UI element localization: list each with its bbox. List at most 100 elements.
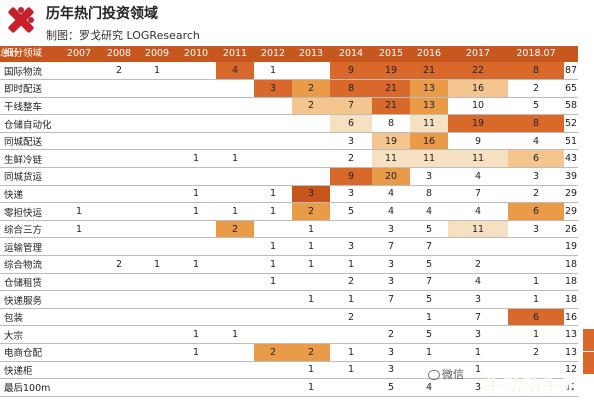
table-cell: 4 <box>448 202 508 221</box>
table-cell: 1 <box>330 290 372 309</box>
table-cell: 6 <box>508 149 564 169</box>
table-cell: 13 <box>564 325 578 344</box>
table-cell <box>58 361 100 380</box>
table-cell: 2 <box>292 79 330 98</box>
table-cell <box>100 97 138 116</box>
table-cell: 21 <box>372 97 410 116</box>
table-cell <box>176 308 216 327</box>
table-cell <box>216 185 254 204</box>
table-cell <box>176 97 216 116</box>
table-cell <box>216 167 254 186</box>
table-cell: 3 <box>448 290 508 309</box>
table-header: 细分领域 2007 2008 2009 2010 2011 2012 2013 2014 2015… <box>0 46 578 62</box>
table-cell: 1 <box>292 378 330 397</box>
table-cell <box>292 62 330 81</box>
table-cell: 1 <box>508 273 564 292</box>
column-header: 2012 <box>260 48 286 59</box>
table-cell: 1 <box>508 325 564 344</box>
table-cell <box>216 132 254 151</box>
table-cell: 11 <box>448 220 508 239</box>
table-cell: 5 <box>508 97 564 116</box>
table-cell: 1 <box>254 273 292 292</box>
table-cell <box>58 97 100 116</box>
table-cell <box>216 79 254 98</box>
table-cell: 3 <box>508 220 564 239</box>
table-cell: 13 <box>410 97 448 116</box>
row-category: 快递 <box>0 185 58 204</box>
table-cell: 1 <box>176 343 216 362</box>
row-category: 大宗 <box>0 325 58 344</box>
table-cell: 9 <box>448 132 508 151</box>
table-cell: 5 <box>410 220 448 239</box>
table-cell: 1 <box>176 325 216 344</box>
table-cell <box>138 114 176 133</box>
table-cell <box>100 202 138 221</box>
table-cell <box>58 378 100 397</box>
table-cell <box>138 325 176 344</box>
table-cell: 3 <box>330 132 372 151</box>
table-cell: 1 <box>448 343 508 362</box>
table-cell <box>508 255 564 274</box>
table-cell <box>216 114 254 133</box>
column-header: 2007 <box>66 48 92 59</box>
table-cell <box>58 167 100 186</box>
table-cell: 2 <box>330 149 372 169</box>
row-category: 生鲜冷链 <box>0 149 58 169</box>
table-cell <box>254 97 292 116</box>
table-cell <box>100 273 138 292</box>
table-cell: 3 <box>508 167 564 186</box>
table-cell: 20 <box>372 167 410 186</box>
table-row: 最后100m 1 5 4 3 12 <box>0 378 578 397</box>
table-cell: 1 <box>292 361 330 380</box>
table-cell: 3 <box>372 273 410 292</box>
table-cell <box>176 237 216 257</box>
table-cell <box>254 167 292 186</box>
table-cell: 3 <box>372 343 410 362</box>
table-cell <box>138 361 176 380</box>
table-cell <box>138 97 176 116</box>
table-cell: 6 <box>508 202 564 221</box>
row-category: 电商仓配 <box>0 343 58 362</box>
table-cell: 7 <box>410 273 448 292</box>
table-cell: 1 <box>254 62 292 81</box>
table-cell: 58 <box>564 97 578 116</box>
table-cell <box>254 290 292 309</box>
table-cell: 11 <box>410 114 448 133</box>
table-cell <box>508 237 564 257</box>
table-cell: 9 <box>330 167 372 186</box>
table-cell: 1 <box>58 220 100 239</box>
table-cell <box>216 273 254 292</box>
table-cell <box>58 79 100 98</box>
table-cell: 11 <box>410 149 448 169</box>
table-cell <box>292 149 330 169</box>
table-cell: 5 <box>410 255 448 274</box>
row-category: 快递服务 <box>0 290 58 309</box>
table-cell <box>100 361 138 380</box>
table-cell <box>216 378 254 397</box>
table-cell <box>292 167 330 186</box>
table-row: 综合物流 2 1 1 1 1 1 3 5 2 18 <box>0 255 578 274</box>
row-category: 同城货运 <box>0 167 58 186</box>
table-cell: 3 <box>372 255 410 274</box>
table-cell <box>216 97 254 116</box>
table-cell: 12 <box>564 361 578 380</box>
table-cell: 8 <box>410 185 448 204</box>
table-cell <box>138 79 176 98</box>
table-cell: 11 <box>372 149 410 169</box>
table-cell: 51 <box>564 132 578 151</box>
table-cell: 1 <box>138 255 176 274</box>
table-cell: 4 <box>216 62 254 81</box>
table-cell <box>100 132 138 151</box>
table-cell: 7 <box>448 308 508 327</box>
table-cell: 2 <box>292 202 330 221</box>
table-cell: 18 <box>564 255 578 274</box>
table-cell: 6 <box>330 114 372 133</box>
table-row: 即时配送 3 2 8 21 13 16 2 65 <box>0 79 578 98</box>
table-cell: 43 <box>564 149 578 169</box>
table-cell <box>138 378 176 397</box>
table-cell <box>292 308 330 327</box>
row-category: 综合三方 <box>0 220 58 239</box>
table-row: 同城配送 3 19 16 9 4 51 <box>0 132 578 151</box>
table-cell: 7 <box>330 97 372 116</box>
table-cell <box>100 79 138 98</box>
